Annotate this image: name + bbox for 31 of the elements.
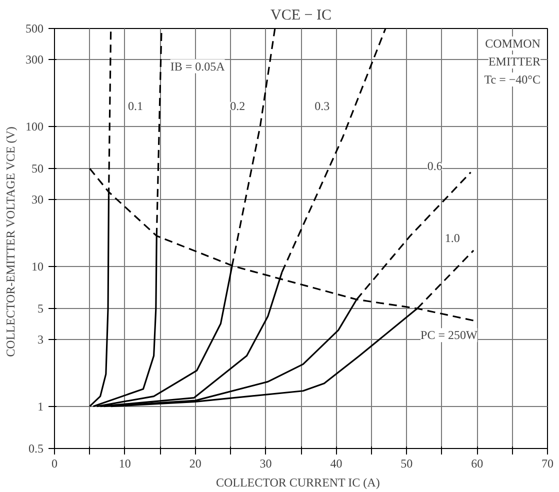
chart-title: VCE − IC	[270, 8, 332, 24]
y-tick-label: 10	[32, 259, 44, 274]
x-axis-title: COLLECTOR CURRENT IC (A)	[216, 476, 380, 490]
annotation: COMMON	[485, 36, 541, 50]
annotation: 0.6	[427, 159, 442, 174]
x-tick-label: 30	[260, 456, 272, 470]
x-tick-label: 10	[118, 456, 131, 470]
y-tick-label: 0.5	[28, 442, 44, 456]
y-tick-label: 30	[32, 192, 44, 207]
y-tick-label: 500	[26, 22, 44, 36]
y-tick-label: 3	[38, 332, 44, 347]
annotation: EMITTER	[488, 54, 540, 68]
y-tick-label: 5	[38, 302, 44, 316]
y-axis-title: COLLECTOR-EMITTER VOLTAGE VCE (V)	[4, 126, 18, 357]
annotation: 0.1	[128, 98, 143, 113]
x-tick-label: 20	[189, 456, 202, 470]
annotation: 1.0	[444, 230, 460, 245]
y-tick-label: 50	[32, 162, 44, 176]
y-tick-label: 100	[26, 119, 44, 134]
annotation: Tc = −40°C	[484, 72, 540, 86]
x-tick-label: 60	[471, 456, 484, 470]
annotation: IB = 0.05A	[170, 59, 226, 74]
y-tick-label: 300	[26, 52, 44, 67]
x-tick-label: 0	[52, 456, 58, 470]
annotation: 0.2	[230, 98, 246, 113]
x-tick-label: 40	[330, 456, 342, 470]
annotation: 0.3	[314, 98, 330, 113]
x-tick-label: 50	[400, 456, 413, 470]
annotation: PC = 250W	[420, 328, 478, 342]
y-tick-label: 1	[38, 399, 44, 414]
x-tick-label: 70	[542, 456, 554, 470]
